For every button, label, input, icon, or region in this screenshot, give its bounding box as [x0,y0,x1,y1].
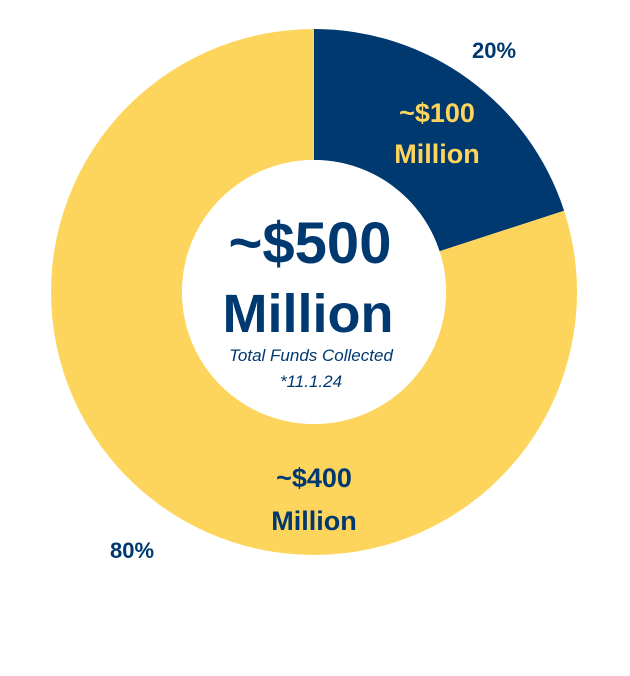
slice-2-percent-label: 80% [110,538,154,563]
donut-slice-1 [314,29,565,252]
slice-1-percent-label: 20% [472,38,516,63]
center-date: *11.1.24 [280,372,342,391]
center-total-unit: Million [223,284,394,344]
donut-hole [182,160,446,424]
slice-1-unit-label: Million [394,139,479,169]
slice-1-amount-label: ~$100 [399,98,475,128]
slices-layer [50,29,577,555]
donut-slice-2 [50,29,577,555]
center-caption: Total Funds Collected [229,346,393,365]
slice-2-amount-label: ~$400 [276,463,352,493]
center-total-value: ~$500 [229,211,392,276]
slice-2-unit-label: Million [271,506,356,536]
